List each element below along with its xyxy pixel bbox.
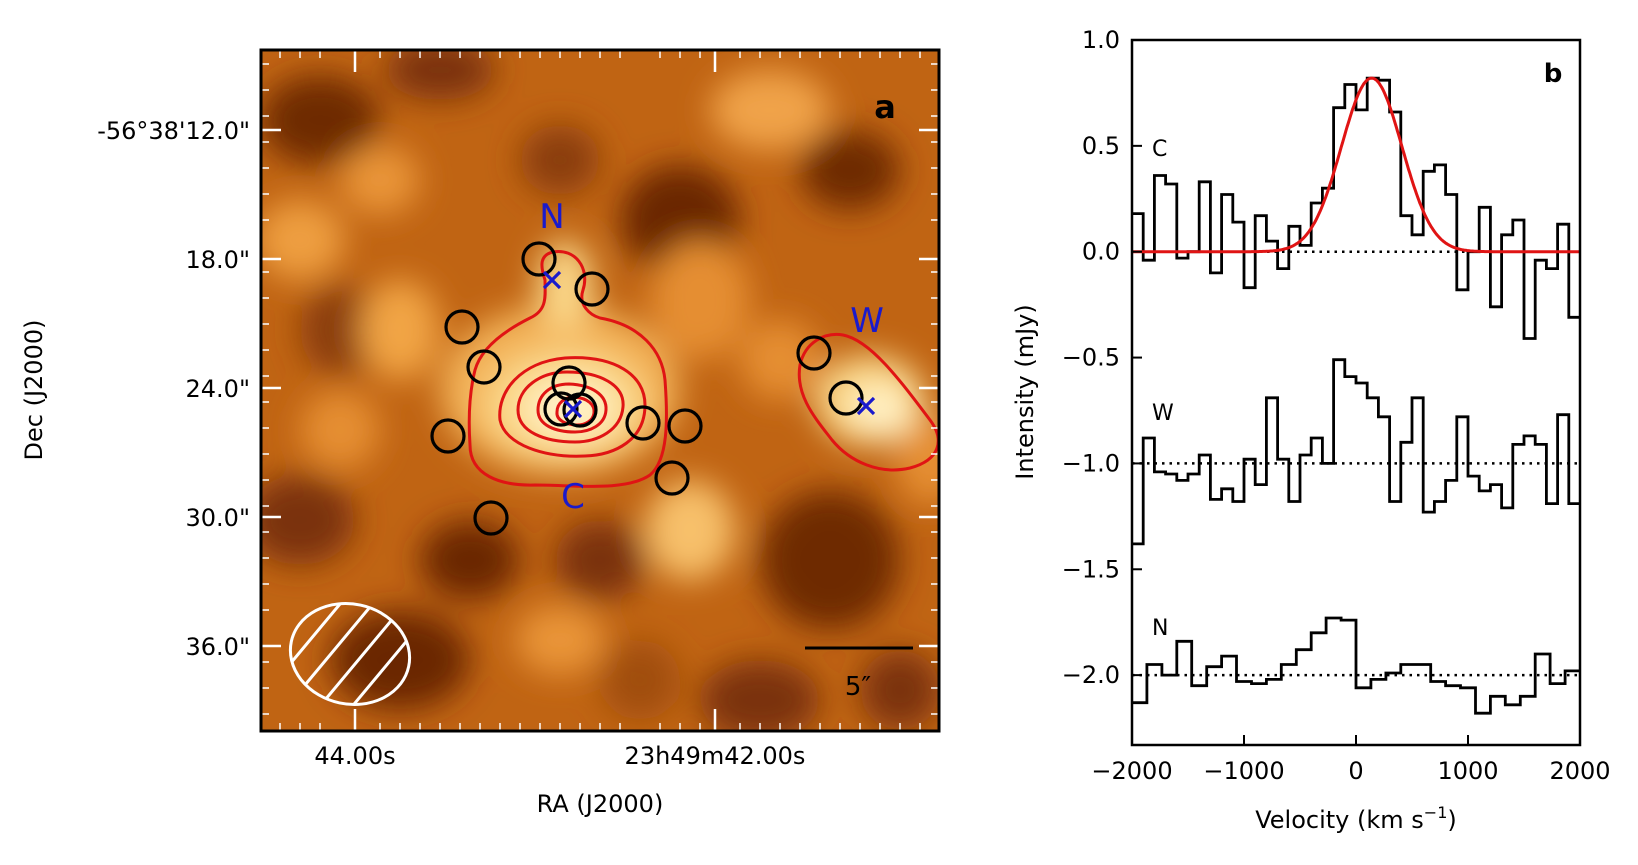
scale-bar-label: 5″ [845,672,872,702]
map-frame [259,48,941,733]
map-image [261,50,939,731]
spectra-panel: 1.0 0.5 0.0 −0.5 −1.0 −1.5 −2.0 −2000 −1000 0 1000… [1011,26,1611,834]
map-y-tick: 24.0" [186,375,250,403]
map-y-label: Dec (J2000) [20,320,48,461]
spectrum-labels: C W N [1152,137,1174,641]
map-x-label: RA (J2000) [537,790,664,818]
spectra-x-tick: −2000 [1091,757,1172,785]
contour-level-2 [498,356,647,458]
source-circle [654,460,690,496]
spectrum-n [1132,616,1580,715]
spectra-y-label: Intensity (mJy) [1011,304,1039,479]
spectra-x-label-main: Velocity (km s [1255,806,1424,834]
spectra-x-label-sup: −1 [1424,803,1448,822]
map-panel: N C W 5″ a [20,48,941,818]
spectra-y-tick: −2.0 [1062,661,1120,689]
spectra-y-tick: −1.0 [1062,449,1120,477]
spectrum-c [1132,76,1580,340]
map-y-tick: 30.0" [186,504,250,532]
map-x-ticks: 44.00s 23h49m42.00s [314,742,805,770]
spectra-y-tick: 0.5 [1082,132,1120,160]
spectra-x-tick: 2000 [1549,757,1610,785]
beam-ellipse [280,592,420,716]
map-minor-ticks [261,50,939,731]
map-x-tick: 44.00s [314,742,395,770]
contour-level-1 [467,250,668,488]
spectra-axes: 1.0 0.5 0.0 −0.5 −1.0 −1.5 −2.0 −2000 −1000 0 1000… [1062,26,1611,785]
source-circle [473,500,509,536]
source-circle [667,408,703,444]
spectra-plot-area [1132,76,1580,715]
spectra-y-tick: −0.5 [1062,344,1120,372]
map-x-tick: 23h49m42.00s [625,742,806,770]
contour-level-3 [516,370,625,444]
source-label-w: W [850,301,884,341]
contour-level-4 [536,382,608,434]
spectrum-label-c: C [1152,137,1167,162]
source-circle [562,392,598,428]
map-y-tick: 18.0" [186,246,250,274]
source-circle [543,391,579,427]
spectrum-label-n: N [1152,616,1168,641]
spectra-x-tick: −1000 [1203,757,1284,785]
source-label-c: C [561,477,585,517]
panel-label-b: b [1544,59,1563,89]
contour-lines [467,250,940,488]
spectra-y-tick: −1.5 [1062,555,1120,583]
contour-west [797,332,940,472]
map-major-ticks [261,50,939,731]
map-y-tick: -56°38'12.0" [97,117,250,145]
source-circles [430,241,864,536]
marker-w [856,396,876,416]
source-circle [625,405,661,441]
source-circle [444,309,480,345]
panel-label-a: a [874,88,896,126]
marker-c [563,399,583,419]
source-markers [542,270,876,419]
source-circle [466,349,502,385]
spectra-x-tick: 0 [1348,757,1363,785]
source-circle [796,335,832,371]
spectra-y-tick: 0.0 [1082,238,1120,266]
source-circle [828,380,864,416]
map-y-ticks: -56°38'12.0" 18.0" 24.0" 30.0" 36.0" [97,117,250,661]
spectrum-w [1132,358,1580,546]
marker-n [542,270,562,290]
source-circle [521,241,557,277]
spectrum-label-w: W [1152,401,1174,426]
spectra-frame [1130,38,1582,747]
source-circle [430,418,466,454]
source-circle [574,271,610,307]
spectra-y-tick: 1.0 [1082,26,1120,54]
source-label-n: N [539,197,564,237]
spectra-x-label-end: ) [1447,806,1456,834]
spectra-x-tick: 1000 [1437,757,1498,785]
map-y-tick: 36.0" [186,633,250,661]
gaussian-fit-line [1132,76,1580,254]
spectra-x-label: Velocity (km s−1) [1255,803,1457,834]
